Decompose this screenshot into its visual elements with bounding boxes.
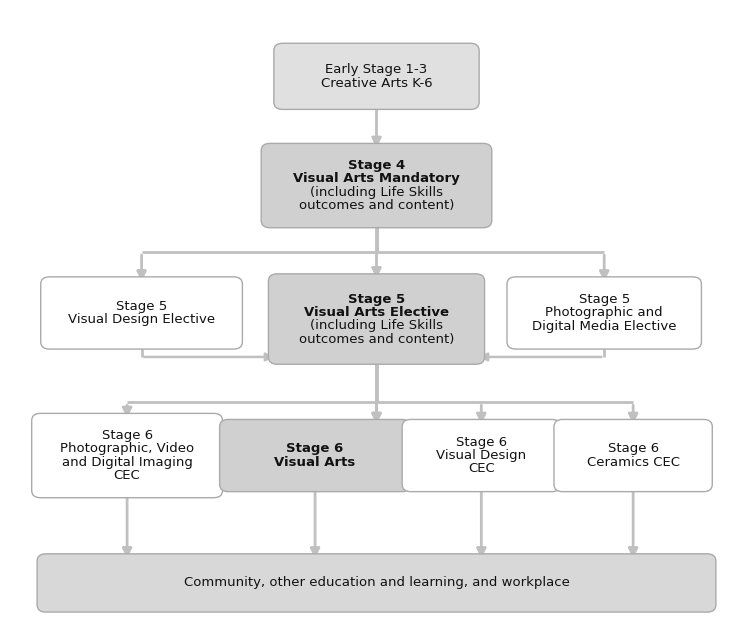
Text: CEC: CEC (468, 463, 495, 475)
Text: Stage 6: Stage 6 (456, 435, 507, 449)
Text: Early Stage 1-3: Early Stage 1-3 (325, 63, 428, 76)
FancyBboxPatch shape (41, 277, 242, 349)
Text: (including Life Skills: (including Life Skills (310, 186, 443, 198)
FancyBboxPatch shape (268, 274, 485, 364)
FancyBboxPatch shape (261, 143, 492, 228)
Text: Stage 4: Stage 4 (348, 159, 405, 172)
Text: Creative Arts K-6: Creative Arts K-6 (321, 76, 432, 90)
FancyBboxPatch shape (32, 413, 223, 498)
FancyBboxPatch shape (37, 554, 716, 612)
Text: Digital Media Elective: Digital Media Elective (532, 320, 676, 333)
Text: Stage 6: Stage 6 (286, 442, 343, 456)
FancyBboxPatch shape (402, 420, 560, 492)
Text: Stage 6: Stage 6 (608, 442, 659, 456)
Text: Ceramics CEC: Ceramics CEC (587, 456, 680, 469)
Text: Community, other education and learning, and workplace: Community, other education and learning,… (184, 576, 569, 590)
Text: and Digital Imaging: and Digital Imaging (62, 456, 193, 469)
Text: Photographic and: Photographic and (545, 307, 663, 319)
Text: outcomes and content): outcomes and content) (299, 332, 454, 346)
Text: Visual Arts Elective: Visual Arts Elective (304, 306, 449, 319)
Text: Visual Design Elective: Visual Design Elective (68, 313, 215, 326)
Text: Photographic, Video: Photographic, Video (60, 442, 194, 456)
FancyBboxPatch shape (220, 420, 410, 492)
Text: Stage 5: Stage 5 (348, 293, 405, 305)
FancyBboxPatch shape (274, 43, 479, 109)
Text: Stage 5: Stage 5 (578, 293, 630, 306)
Text: Stage 6: Stage 6 (102, 429, 153, 442)
Text: Visual Design: Visual Design (436, 449, 526, 462)
Text: Stage 5: Stage 5 (116, 300, 167, 313)
Text: outcomes and content): outcomes and content) (299, 199, 454, 212)
Text: (including Life Skills: (including Life Skills (310, 319, 443, 332)
Text: CEC: CEC (114, 469, 141, 482)
FancyBboxPatch shape (554, 420, 712, 492)
Text: Visual Arts Mandatory: Visual Arts Mandatory (293, 173, 460, 185)
Text: Visual Arts: Visual Arts (274, 456, 355, 469)
FancyBboxPatch shape (507, 277, 702, 349)
